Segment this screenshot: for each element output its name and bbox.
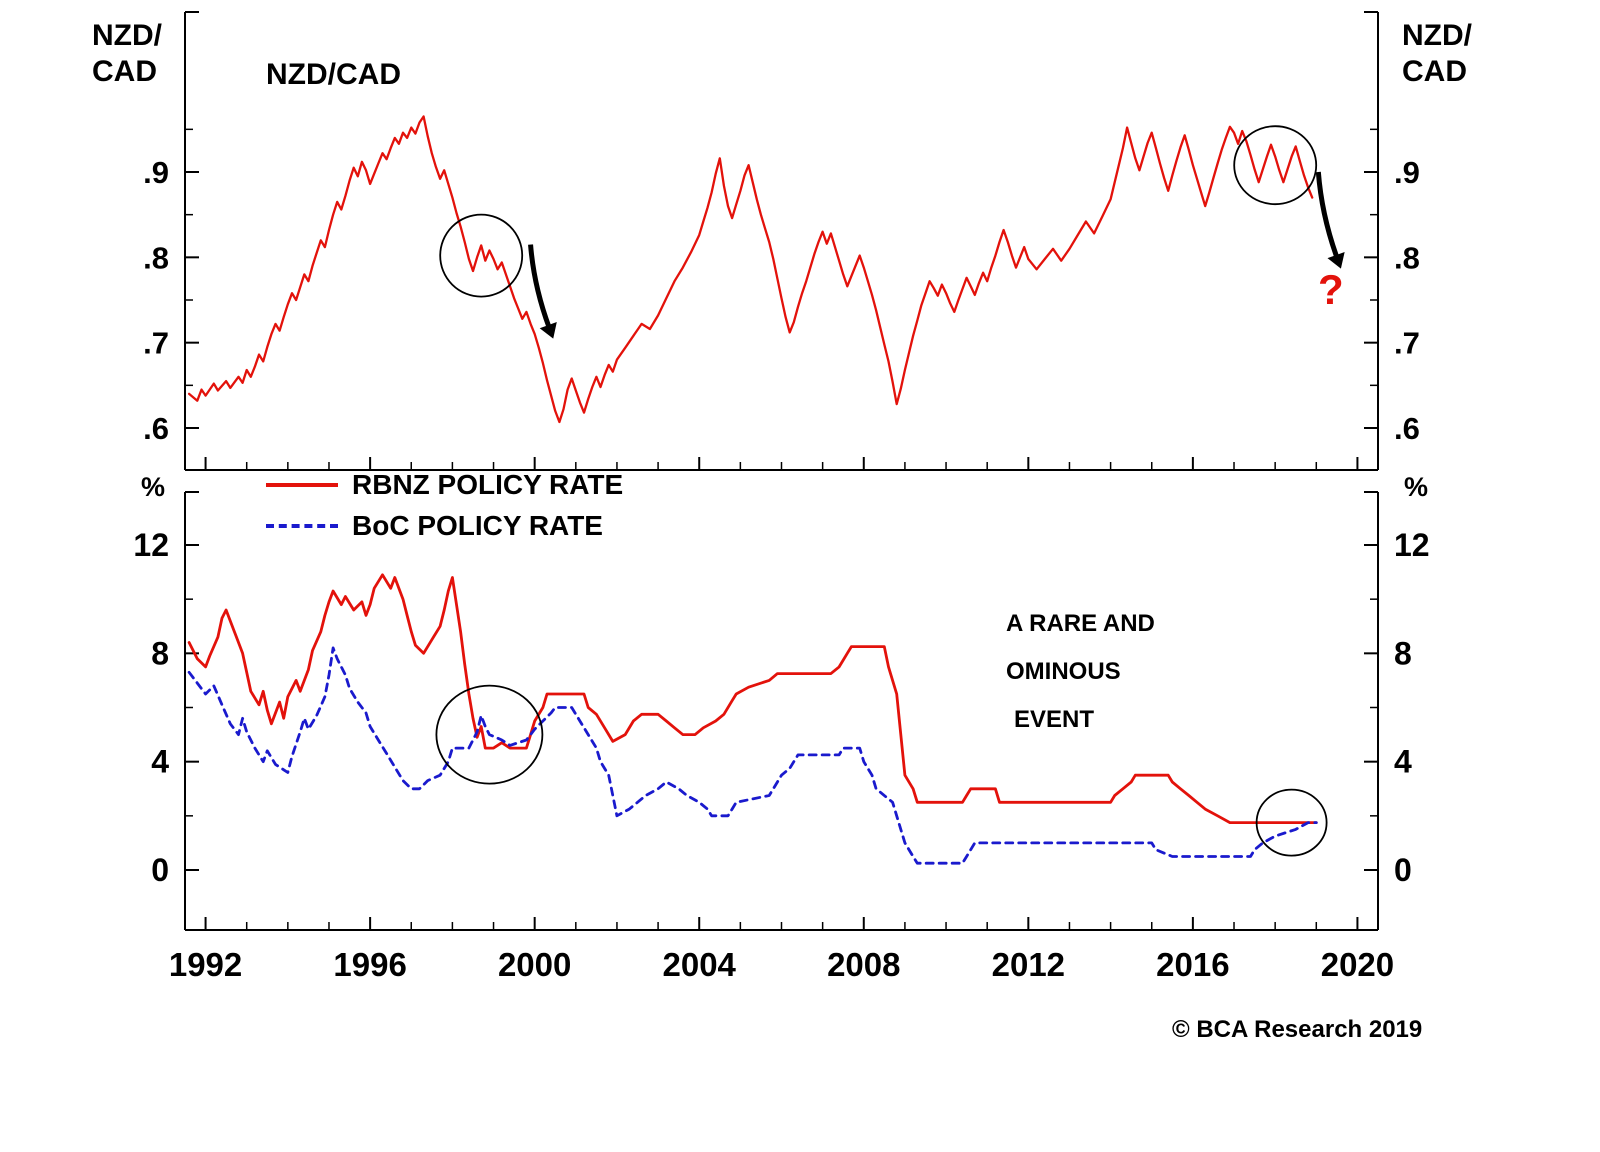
y-tick-label: .7 bbox=[1394, 326, 1420, 361]
unit-text-line: NZD/ bbox=[1402, 19, 1472, 52]
y-tick-label: 12 bbox=[133, 527, 169, 563]
y-tick-label: 4 bbox=[151, 744, 169, 780]
x-tick-label: 1992 bbox=[169, 946, 242, 983]
y-tick-label: .6 bbox=[1394, 411, 1420, 446]
legend: RBNZ POLICY RATE BoC POLICY RATE bbox=[266, 464, 623, 546]
circle-annotation bbox=[439, 213, 524, 298]
y-axis-unit-percent-right: % bbox=[1404, 472, 1429, 502]
rare-event-annotation: A RARE AND OMINOUS EVENT bbox=[1006, 600, 1155, 744]
circle-annotation bbox=[1233, 125, 1318, 206]
legend-row-rbnz: RBNZ POLICY RATE bbox=[266, 464, 623, 505]
y-tick-label: 0 bbox=[151, 852, 169, 888]
circle-annotation bbox=[1255, 788, 1328, 857]
y-tick-label: 4 bbox=[1394, 744, 1412, 780]
annotation-line: A RARE AND bbox=[1006, 610, 1155, 637]
y-tick-label: .8 bbox=[1394, 240, 1420, 275]
y-tick-label: 8 bbox=[1394, 635, 1412, 671]
legend-label-rbnz: RBNZ POLICY RATE bbox=[352, 468, 624, 500]
x-tick-label: 2008 bbox=[827, 946, 900, 983]
x-tick-label: 2004 bbox=[663, 946, 737, 983]
arrow-head bbox=[539, 321, 557, 339]
y-axis-unit-percent-left: % bbox=[141, 472, 166, 502]
unit-text-line: CAD bbox=[1402, 55, 1467, 88]
legend-label-boc: BoC POLICY RATE bbox=[352, 509, 603, 541]
nzdcad-line bbox=[187, 115, 1314, 424]
rbnz-line-swatch bbox=[266, 482, 338, 487]
y-tick-label: .7 bbox=[143, 326, 169, 361]
question-mark: ? bbox=[1318, 266, 1344, 313]
x-tick-label: 2012 bbox=[992, 946, 1065, 983]
y-tick-label: .6 bbox=[143, 411, 169, 446]
x-tick-label: 1996 bbox=[333, 946, 406, 983]
legend-row-boc: BoC POLICY RATE bbox=[266, 505, 623, 546]
arrow-head bbox=[1327, 252, 1345, 269]
x-tick-label: 2016 bbox=[1156, 946, 1229, 983]
copyright: © BCA Research 2019 bbox=[1172, 1016, 1423, 1043]
unit-text-line: NZD/ bbox=[92, 19, 162, 52]
y-tick-label: 0 bbox=[1394, 852, 1412, 888]
x-tick-label: 2020 bbox=[1321, 946, 1394, 983]
unit-text-line: CAD bbox=[92, 55, 157, 88]
circle-annotation bbox=[435, 684, 544, 785]
y-tick-label: .9 bbox=[1394, 155, 1420, 190]
arrow-annotation bbox=[528, 244, 552, 329]
annotation-line: EVENT bbox=[1014, 706, 1095, 733]
y-tick-label: 8 bbox=[151, 635, 169, 671]
y-axis-unit-top-left: NZD/ CAD bbox=[92, 18, 162, 90]
x-tick-label: 2000 bbox=[498, 946, 571, 983]
annotation-line: OMINOUS bbox=[1006, 658, 1121, 685]
rbnz-rate-line bbox=[187, 573, 1318, 824]
y-axis-unit-top-right: NZD/ CAD bbox=[1402, 18, 1472, 90]
boc-rate-line bbox=[187, 646, 1318, 865]
top-panel-title: NZD/CAD bbox=[266, 58, 401, 91]
y-tick-label: .9 bbox=[143, 155, 169, 190]
boc-line-swatch bbox=[266, 523, 338, 528]
y-tick-label: 12 bbox=[1394, 527, 1430, 563]
y-tick-label: .8 bbox=[143, 240, 169, 275]
arrow-annotation bbox=[1315, 171, 1340, 259]
